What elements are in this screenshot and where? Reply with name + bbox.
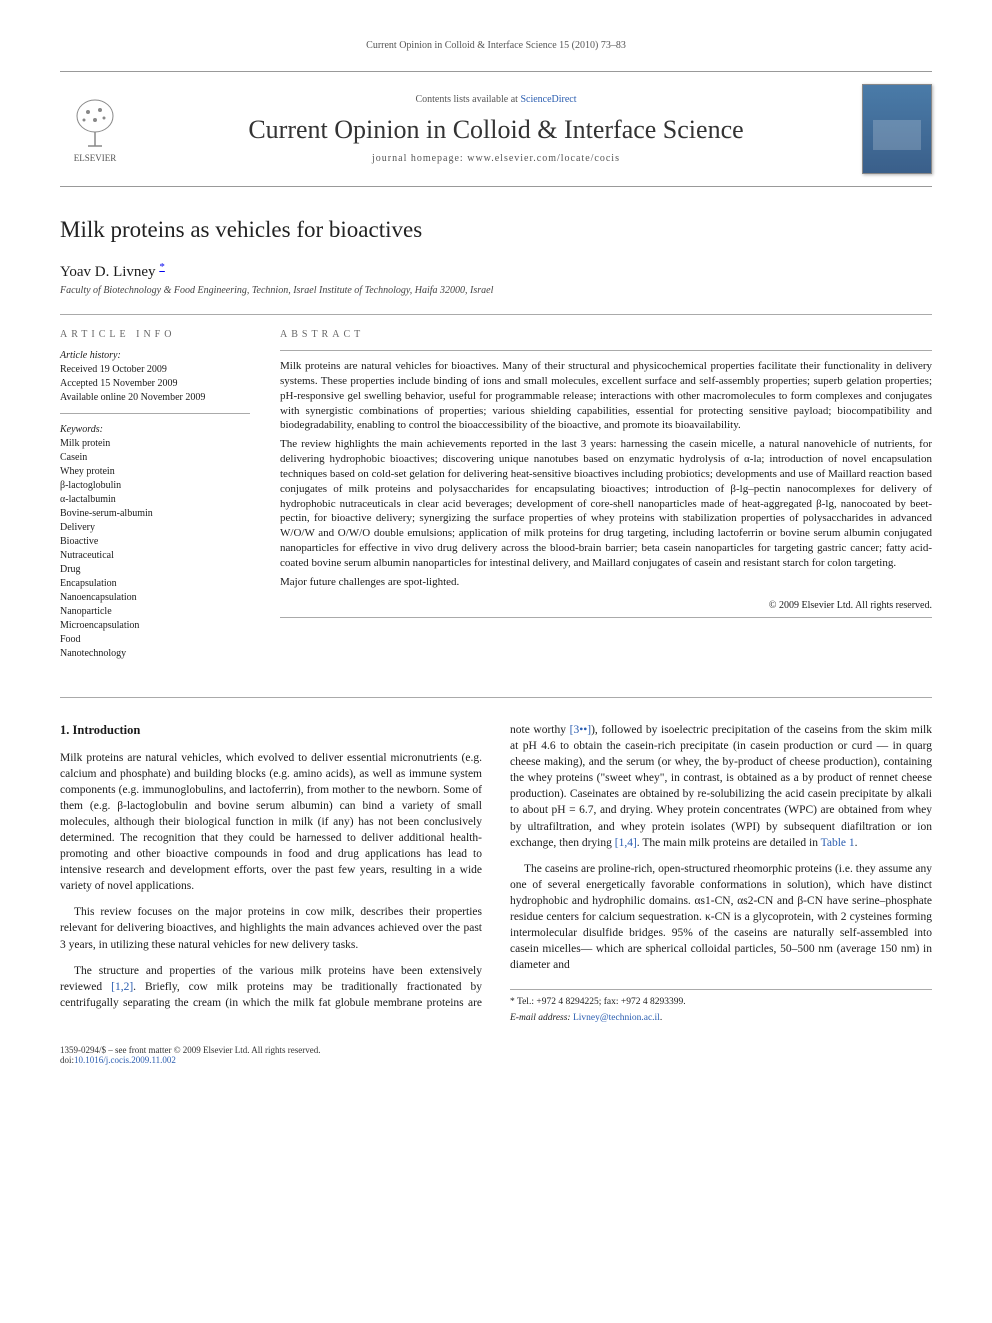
- body-paragraphs: Milk proteins are natural vehicles, whic…: [60, 722, 932, 1025]
- abstract-paragraph: Major future challenges are spot-lighted…: [280, 575, 932, 590]
- sciencedirect-link[interactable]: ScienceDirect: [520, 94, 576, 105]
- page: Current Opinion in Colloid & Interface S…: [0, 0, 992, 1105]
- homepage-prefix: journal homepage:: [372, 153, 467, 164]
- abstract-column: abstract Milk proteins are natural vehic…: [280, 329, 932, 679]
- contents-available-line: Contents lists available at ScienceDirec…: [150, 94, 842, 105]
- article-info-column: article info Article history: Received 1…: [60, 329, 250, 679]
- footnotes-block: * Tel.: +972 4 8294225; fax: +972 4 8293…: [510, 989, 932, 1025]
- author-name: Yoav D. Livney: [60, 264, 156, 280]
- keyword-item: Encapsulation: [60, 577, 250, 591]
- keyword-item: Nanotechnology: [60, 647, 250, 661]
- abstract-bottom-rule: [280, 617, 932, 618]
- corresponding-footnote: * Tel.: +972 4 8294225; fax: +972 4 8293…: [510, 996, 932, 1009]
- publisher-logo: ELSEVIER: [60, 89, 130, 169]
- body-paragraph: This review focuses on the major protein…: [60, 904, 482, 952]
- abstract-paragraph: Milk proteins are natural vehicles for b…: [280, 359, 932, 433]
- keyword-item: α-lactalbumin: [60, 493, 250, 507]
- running-header: Current Opinion in Colloid & Interface S…: [60, 40, 932, 51]
- contents-prefix: Contents lists available at: [415, 94, 520, 105]
- section-heading-1: 1. Introduction: [60, 722, 482, 740]
- corresponding-author-marker[interactable]: *: [159, 261, 165, 273]
- journal-name: Current Opinion in Colloid & Interface S…: [150, 115, 842, 145]
- keyword-item: Drug: [60, 563, 250, 577]
- journal-cover-thumbnail: [862, 84, 932, 174]
- keyword-item: Food: [60, 633, 250, 647]
- history-accepted: Accepted 15 November 2009: [60, 377, 250, 391]
- keyword-item: Nutraceutical: [60, 549, 250, 563]
- journal-homepage-line: journal homepage: www.elsevier.com/locat…: [150, 153, 842, 164]
- keyword-item: Microencapsulation: [60, 619, 250, 633]
- doi-line: doi:10.1016/j.cocis.2009.11.002: [60, 1055, 932, 1065]
- abstract-text: Milk proteins are natural vehicles for b…: [280, 359, 932, 590]
- author-line: Yoav D. Livney *: [60, 261, 932, 281]
- author-email-link[interactable]: Livney@technion.ac.il: [573, 1013, 660, 1023]
- homepage-url: www.elsevier.com/locate/cocis: [467, 153, 620, 164]
- affiliation: Faculty of Biotechnology & Food Engineer…: [60, 285, 932, 296]
- article-title: Milk proteins as vehicles for bioactives: [60, 217, 932, 243]
- keyword-item: Whey protein: [60, 465, 250, 479]
- history-online: Available online 20 November 2009: [60, 391, 250, 405]
- keywords-title: Keywords:: [60, 424, 250, 435]
- keyword-item: Bovine-serum-albumin: [60, 507, 250, 521]
- keyword-item: β-lactoglobulin: [60, 479, 250, 493]
- ref-link[interactable]: [3••]: [570, 724, 591, 736]
- doi-prefix: doi:: [60, 1055, 74, 1065]
- keyword-item: Nanoparticle: [60, 605, 250, 619]
- article-info-label: article info: [60, 329, 250, 340]
- masthead-center: Contents lists available at ScienceDirec…: [150, 94, 842, 164]
- page-footer: 1359-0294/$ – see front matter © 2009 El…: [60, 1045, 932, 1065]
- keyword-item: Nanoencapsulation: [60, 591, 250, 605]
- keywords-block: Keywords: Milk proteinCaseinWhey protein…: [60, 424, 250, 669]
- ref-link[interactable]: [1,2]: [111, 981, 133, 993]
- abstract-top-rule: [280, 350, 932, 351]
- publisher-name: ELSEVIER: [74, 153, 117, 163]
- keyword-item: Bioactive: [60, 535, 250, 549]
- issn-line: 1359-0294/$ – see front matter © 2009 El…: [60, 1045, 932, 1055]
- masthead: ELSEVIER Contents lists available at Sci…: [60, 71, 932, 187]
- history-title: Article history:: [60, 350, 250, 361]
- elsevier-tree-icon: [70, 96, 120, 151]
- body-two-column: 1. Introduction Milk proteins are natura…: [60, 722, 932, 1025]
- table-ref-link[interactable]: Table 1: [821, 837, 855, 849]
- article-history-block: Article history: Received 19 October 200…: [60, 350, 250, 414]
- email-footnote: E-mail address: Livney@technion.ac.il.: [510, 1012, 932, 1025]
- email-label: E-mail address:: [510, 1013, 571, 1023]
- keyword-item: Milk protein: [60, 437, 250, 451]
- keywords-list: Milk proteinCaseinWhey proteinβ-lactoglo…: [60, 437, 250, 661]
- keyword-item: Casein: [60, 451, 250, 465]
- keyword-item: Delivery: [60, 521, 250, 535]
- history-received: Received 19 October 2009: [60, 363, 250, 377]
- body-paragraph: Milk proteins are natural vehicles, whic…: [60, 750, 482, 895]
- abstract-label: abstract: [280, 329, 932, 340]
- body-top-rule: [60, 697, 932, 698]
- info-abstract-row: article info Article history: Received 1…: [60, 314, 932, 679]
- doi-link[interactable]: 10.1016/j.cocis.2009.11.002: [74, 1055, 176, 1065]
- abstract-copyright: © 2009 Elsevier Ltd. All rights reserved…: [280, 600, 932, 611]
- abstract-paragraph: The review highlights the main achieveme…: [280, 437, 932, 571]
- body-paragraph: The caseins are proline-rich, open-struc…: [510, 861, 932, 974]
- ref-link[interactable]: [1,4]: [615, 837, 637, 849]
